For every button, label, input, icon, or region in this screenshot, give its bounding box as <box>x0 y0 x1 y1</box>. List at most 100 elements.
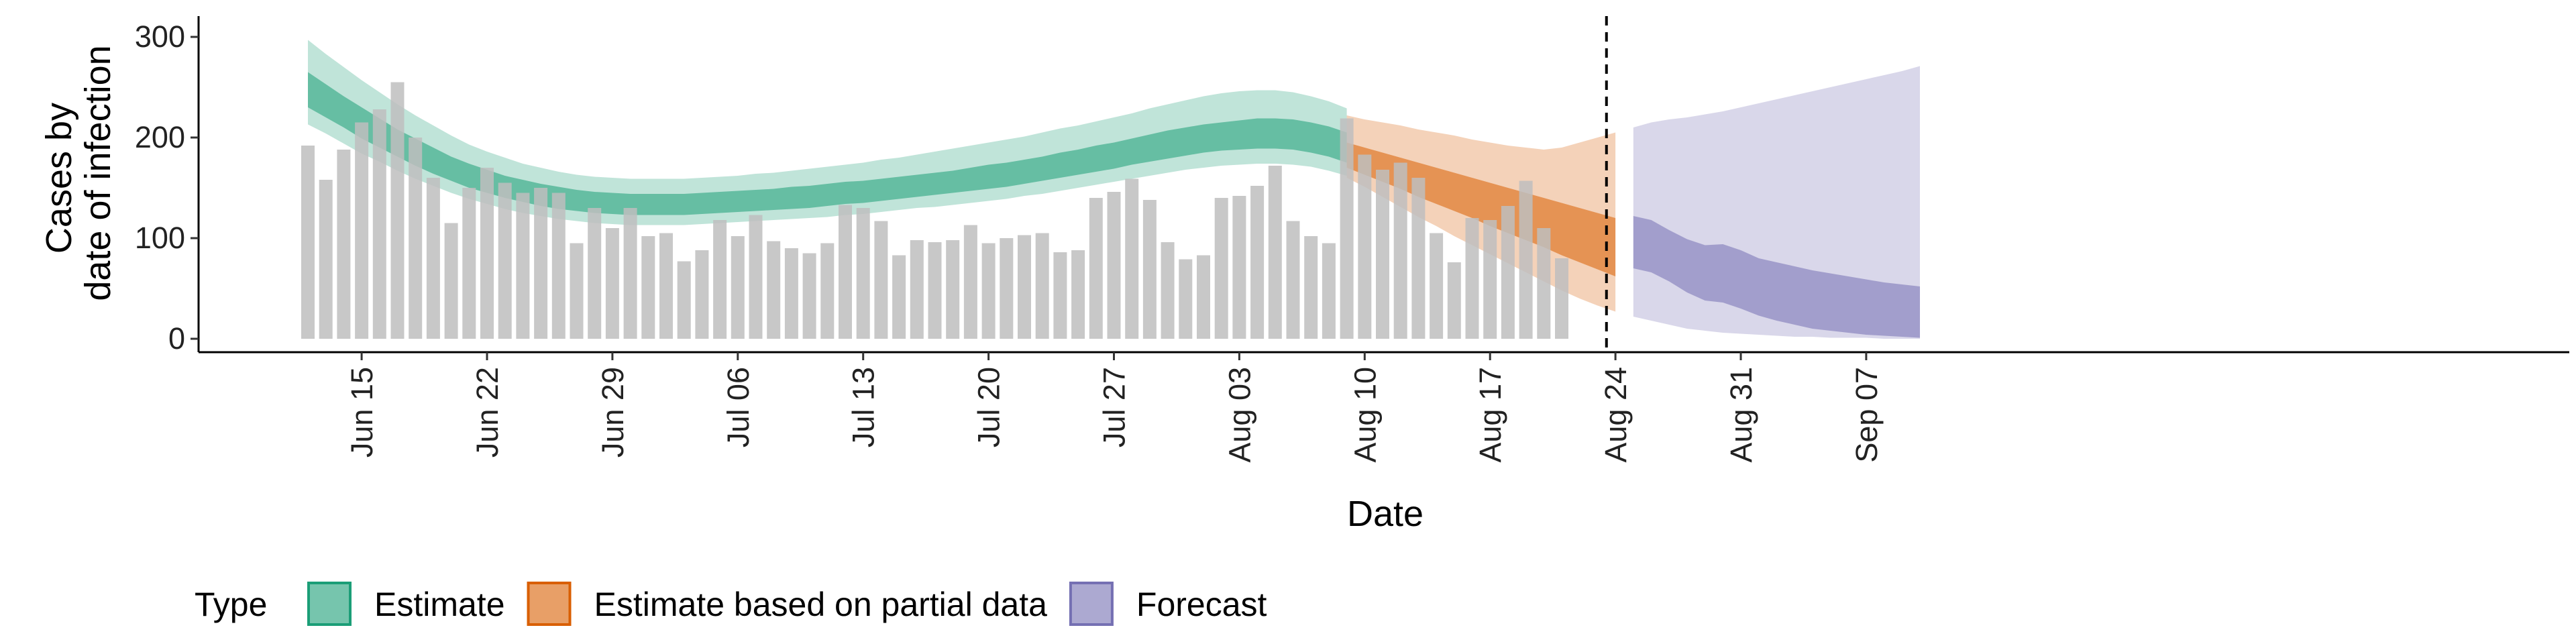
bar <box>1501 206 1515 339</box>
bar <box>372 109 386 339</box>
bar <box>1197 255 1210 339</box>
bar <box>677 261 691 339</box>
bar <box>1071 250 1085 339</box>
x-tick-label: Aug 10 <box>1348 367 1382 463</box>
bar <box>892 255 906 339</box>
bar <box>1161 242 1175 339</box>
bar <box>301 146 315 339</box>
legend-swatch-estimate-based-on-partial-data <box>527 582 572 626</box>
bar <box>1430 233 1444 339</box>
bar <box>1447 262 1461 339</box>
forecast-inner-band <box>1633 216 1920 338</box>
x-tick-label: Aug 17 <box>1473 367 1507 463</box>
bar <box>731 236 745 339</box>
y-axis-title-line1: Cases by <box>39 103 79 254</box>
bar <box>319 180 333 339</box>
bar <box>1142 200 1157 339</box>
y-axis-ticks: 0 100 200 300 <box>135 19 199 356</box>
bar-series <box>301 82 1568 339</box>
bar <box>551 193 566 339</box>
bar <box>1035 233 1049 339</box>
estimate-inner-band <box>308 72 1347 215</box>
bar <box>1286 221 1300 339</box>
bar <box>856 208 870 339</box>
legend-swatch-estimate <box>307 582 352 626</box>
legend-swatch-forecast <box>1069 582 1114 626</box>
x-axis-title: Date <box>1347 494 1424 534</box>
bar <box>784 248 798 339</box>
bar <box>1411 178 1426 339</box>
bar <box>1018 235 1031 339</box>
bar <box>874 221 888 339</box>
y-tick-label: 300 <box>135 19 185 54</box>
bar <box>1107 192 1121 339</box>
bar <box>355 122 369 339</box>
x-tick-label: Jul 27 <box>1097 367 1132 447</box>
bar <box>498 182 512 339</box>
bar <box>623 208 637 339</box>
bar <box>713 220 727 339</box>
bar <box>1125 178 1139 339</box>
legend-label-estimate-based-on-partial-data: Estimate based on partial data <box>594 586 1048 623</box>
bar <box>1214 198 1228 339</box>
bar <box>928 242 942 339</box>
bar <box>1232 196 1246 339</box>
bar <box>820 243 835 339</box>
bar <box>588 208 602 339</box>
y-tick-label: 0 <box>168 321 185 356</box>
bar <box>749 215 763 339</box>
x-tick-label: Aug 31 <box>1724 367 1758 463</box>
bar <box>1376 170 1389 339</box>
bar <box>641 236 655 339</box>
legend-label-estimate: Estimate <box>374 586 505 623</box>
axes <box>197 16 2569 354</box>
bar <box>1555 258 1568 339</box>
bar <box>605 228 619 339</box>
bar <box>480 168 494 339</box>
x-tick-label: Jul 20 <box>972 367 1006 447</box>
bar <box>409 138 423 339</box>
legend-label-forecast: Forecast <box>1136 586 1267 623</box>
bar <box>963 225 977 339</box>
x-tick-label: Jun 15 <box>345 367 379 458</box>
x-tick-label: Sep 07 <box>1849 367 1884 463</box>
bar <box>946 240 960 339</box>
bar <box>516 193 530 339</box>
bar <box>1393 162 1407 339</box>
bar <box>1537 228 1551 339</box>
legend: Type Estimate Estimate based on partial d… <box>195 582 1267 626</box>
bar <box>802 253 816 339</box>
bar <box>1089 198 1103 339</box>
y-tick-label: 200 <box>135 120 185 154</box>
y-axis-title: Cases by date of infection <box>39 45 118 301</box>
bar <box>910 240 924 339</box>
bar <box>1304 236 1318 339</box>
y-tick-label: 100 <box>135 221 185 255</box>
bar <box>1268 166 1282 339</box>
bar <box>337 150 351 339</box>
bar <box>570 243 584 339</box>
x-axis-ticks: Jun 15 Jun 22 Jun 29 Jul 06 Jul 13 Jul 20 Jul … <box>345 352 1884 463</box>
bar <box>1322 243 1336 339</box>
bar <box>444 223 458 339</box>
bar <box>767 241 781 339</box>
bar <box>659 233 673 339</box>
x-tick-label: Aug 03 <box>1222 367 1256 463</box>
legend-title: Type <box>195 586 267 623</box>
bar <box>426 178 440 339</box>
bar <box>1340 118 1354 339</box>
bar <box>1179 259 1193 339</box>
estimate-outer-band <box>308 40 1347 225</box>
bar <box>695 250 709 339</box>
bar <box>534 188 548 339</box>
bar <box>1358 154 1372 339</box>
y-axis-title-line2: date of infection <box>78 45 118 301</box>
x-tick-label: Jun 29 <box>596 367 630 458</box>
bar <box>1465 218 1479 339</box>
x-tick-label: Jul 06 <box>721 367 755 447</box>
x-tick-label: Aug 24 <box>1599 367 1633 463</box>
x-tick-label: Jun 22 <box>470 367 504 458</box>
x-tick-label: Jul 13 <box>847 367 881 447</box>
bar <box>1483 220 1497 339</box>
